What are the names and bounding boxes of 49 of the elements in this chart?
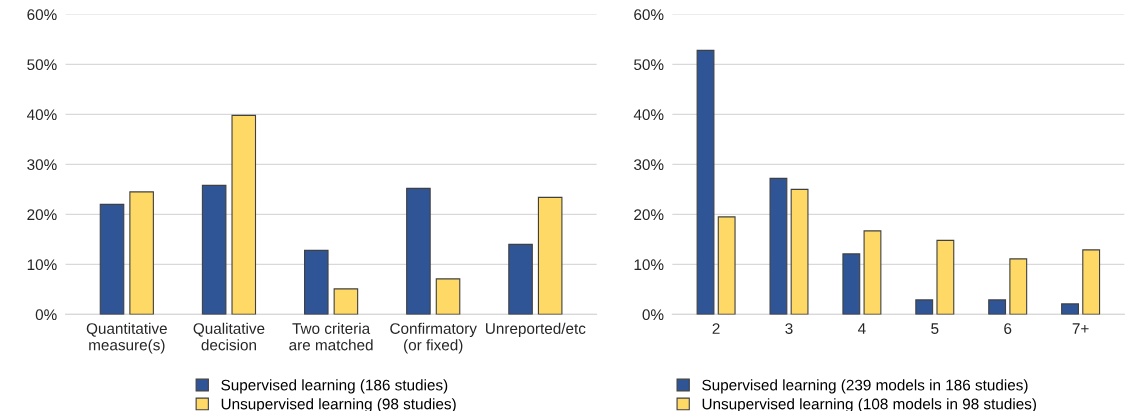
bar xyxy=(988,299,1007,315)
x-tick-label: Qualitative decision xyxy=(193,322,265,351)
bar xyxy=(863,230,882,315)
y-tick-label: 10% xyxy=(634,259,664,271)
x-tick-label: 7+ xyxy=(1072,323,1089,334)
bar xyxy=(1082,249,1101,315)
y-tick-label: 50% xyxy=(27,59,57,71)
bar xyxy=(1009,258,1028,315)
x-tick-label: Two criteria are matched xyxy=(289,322,373,351)
bar xyxy=(1061,303,1079,315)
legend-label: Supervised learning (186 studies) xyxy=(221,379,448,394)
bar xyxy=(717,216,736,315)
y-tick-label: 10% xyxy=(27,259,57,271)
y-tick-label: 60% xyxy=(634,9,664,21)
y-tick-label: 60% xyxy=(27,9,57,21)
y-tick-label: 0% xyxy=(642,309,664,321)
bar xyxy=(769,177,788,315)
x-tick-label: Confirmatory (or fixed) xyxy=(390,322,477,354)
bar xyxy=(696,49,715,315)
bar xyxy=(231,114,257,315)
y-tick-label: 40% xyxy=(633,109,664,121)
bar xyxy=(406,187,431,315)
bar xyxy=(333,288,359,315)
y-tick-label: 0% xyxy=(35,309,57,321)
legend-label: Supervised learning (239 models in 186 studies) xyxy=(702,379,1028,394)
y-tick-label: 20% xyxy=(27,209,57,221)
x-tick-label: Unreported/etc xyxy=(486,322,586,337)
bar xyxy=(915,299,934,315)
bar xyxy=(129,191,154,315)
bar xyxy=(303,249,329,315)
bar xyxy=(201,184,227,315)
bar xyxy=(508,243,533,315)
x-tick-label: 5 xyxy=(931,323,939,334)
x-tick-label: 4 xyxy=(858,323,866,334)
x-tick-label: Quantitative measure(s) xyxy=(86,322,167,354)
y-tick-label: 30% xyxy=(634,159,664,171)
bar xyxy=(537,196,563,315)
bar xyxy=(99,203,125,315)
y-tick-label: 20% xyxy=(634,209,664,221)
y-tick-label: 50% xyxy=(634,59,664,71)
x-tick-label: 2 xyxy=(712,323,720,334)
bar xyxy=(435,278,461,315)
bar xyxy=(936,239,955,315)
y-tick-label: 40% xyxy=(26,109,57,121)
x-tick-label: 6 xyxy=(1004,323,1012,334)
bar xyxy=(790,188,809,315)
bar xyxy=(842,253,861,315)
x-tick-label: 3 xyxy=(785,323,793,334)
y-tick-label: 30% xyxy=(27,159,57,171)
